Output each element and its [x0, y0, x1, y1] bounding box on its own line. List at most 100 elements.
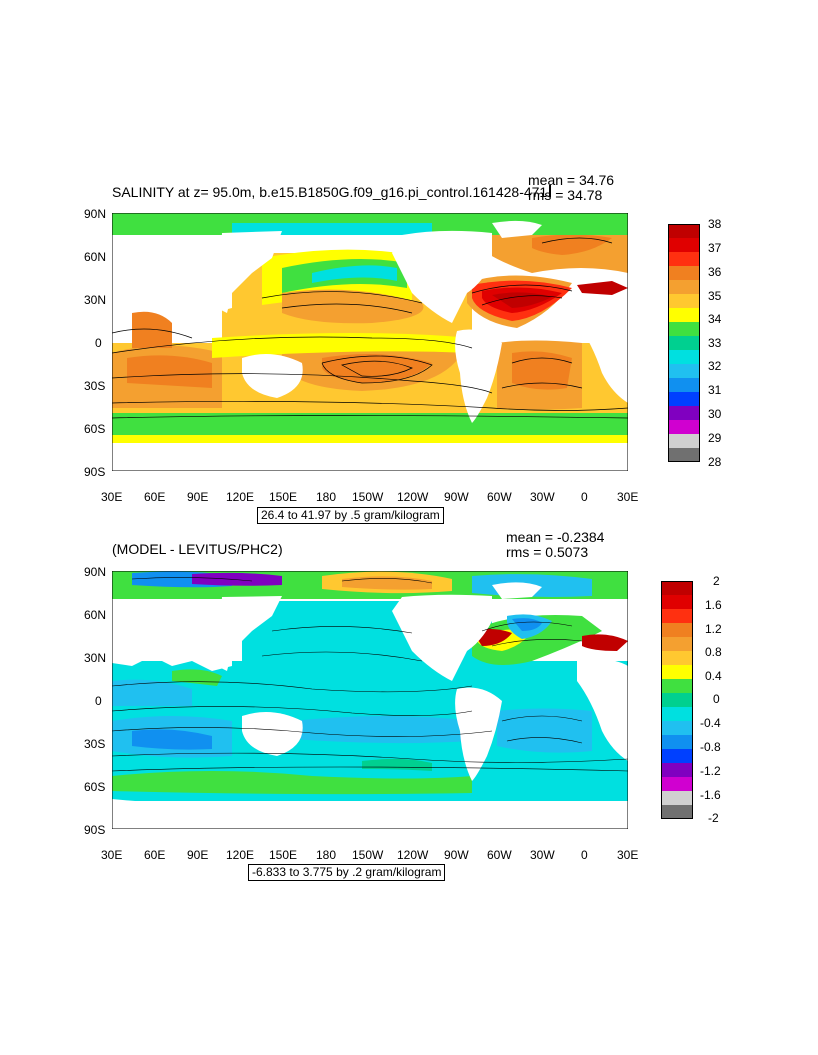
colorbar-label: 0.8 [705, 645, 722, 659]
lon-label: 30W [530, 490, 555, 504]
colorbar-swatch [668, 308, 700, 323]
lon-label: 60W [487, 848, 512, 862]
colorbar-label: 35 [708, 289, 722, 303]
colorbar-label: 33 [708, 336, 722, 350]
colorbar-swatch [668, 406, 700, 421]
lat-label: 30N [84, 293, 107, 307]
colorbar-swatch [661, 637, 693, 652]
lon-label: 180 [316, 490, 337, 504]
lat-label: 0 [95, 336, 102, 350]
colorbar-label: 0 [713, 692, 720, 706]
lat-label: 60S [84, 780, 106, 794]
lat-label: 90S [84, 465, 106, 479]
lon-label: 30W [530, 848, 555, 862]
colorbar [668, 224, 700, 462]
lon-label: 90W [444, 848, 469, 862]
contour-info: -6.833 to 3.775 by .2 gram/kilogram [248, 864, 446, 881]
colorbar-swatch [668, 252, 700, 267]
lon-label: 30E [617, 490, 639, 504]
colorbar-swatch [668, 392, 700, 407]
lon-label: 0 [581, 848, 588, 862]
colorbar-swatch [661, 749, 693, 764]
lon-label: 120E [226, 490, 255, 504]
colorbar-label: -1.2 [700, 764, 721, 778]
colorbar-swatch [661, 805, 693, 819]
colorbar-label: 1.2 [705, 622, 722, 636]
lat-label: 60S [84, 422, 106, 436]
salinity-map [112, 213, 628, 471]
colorbar-swatch [668, 224, 700, 239]
colorbar-label: 2 [713, 574, 720, 588]
colorbar-label: 29 [708, 431, 722, 445]
colorbar-label: 1.6 [705, 598, 722, 612]
colorbar-swatch [668, 448, 700, 462]
lon-label: 180 [316, 848, 337, 862]
lon-label: 150W [352, 848, 384, 862]
colorbar-swatch [668, 378, 700, 393]
stat-rms: rms = 0.5073 [506, 544, 589, 560]
title-main: SALINITY at z= 95.0m, b.e15.B1850G.f09_g… [112, 184, 489, 200]
colorbar-label: 32 [708, 359, 722, 373]
colorbar-swatch [661, 679, 693, 694]
lat-label: 0 [95, 694, 102, 708]
lat-label: 30S [84, 379, 106, 393]
map-title: (MODEL - LEVITUS/PHC2) [112, 541, 283, 557]
colorbar-swatch [661, 581, 693, 596]
colorbar-swatch [668, 322, 700, 337]
colorbar-swatch [661, 651, 693, 666]
lat-label: 60N [84, 250, 107, 264]
title-suffix: 1428-471 [488, 184, 548, 200]
lon-label: 60E [144, 848, 166, 862]
colorbar-label: -1.6 [700, 788, 721, 802]
lat-label: 60N [84, 608, 107, 622]
colorbar-swatch [668, 350, 700, 365]
lon-label: 60E [144, 490, 166, 504]
colorbar-swatch [668, 364, 700, 379]
lat-label: 30N [84, 651, 107, 665]
colorbar-label: 28 [708, 455, 722, 469]
colorbar-swatch [661, 721, 693, 736]
colorbar-swatch [668, 420, 700, 435]
lon-label: 120W [397, 490, 429, 504]
map-title: SALINITY at z= 95.0m, b.e15.B1850G.f09_g… [112, 184, 552, 200]
colorbar-label: 37 [708, 241, 722, 255]
contour-info: 26.4 to 41.97 by .5 gram/kilogram [257, 507, 444, 524]
lon-label: 90E [187, 490, 209, 504]
colorbar-label: 0.4 [705, 669, 722, 683]
colorbar-swatch [661, 693, 693, 708]
lon-label: 120W [397, 848, 429, 862]
colorbar-label: 31 [708, 383, 722, 397]
colorbar-swatch [661, 665, 693, 680]
stat-mean: mean = 34.76 [528, 172, 615, 188]
lon-label: 150E [269, 490, 298, 504]
stat-rms: rms = 34.78 [528, 187, 603, 203]
colorbar-swatch [661, 609, 693, 624]
colorbar-swatch [668, 434, 700, 449]
colorbar-swatch [668, 280, 700, 295]
colorbar-swatch [661, 735, 693, 750]
colorbar-label: 34 [708, 312, 722, 326]
lat-label: 90S [84, 823, 106, 837]
colorbar [661, 581, 693, 819]
colorbar-swatch [668, 294, 700, 309]
lat-label: 90N [84, 207, 107, 221]
colorbar-label: 30 [708, 407, 722, 421]
colorbar-label: -0.8 [700, 740, 721, 754]
lon-label: 120E [226, 848, 255, 862]
colorbar-label: 36 [708, 265, 722, 279]
colorbar-swatch [661, 763, 693, 778]
difference-map [112, 571, 628, 829]
lon-label: 60W [487, 490, 512, 504]
lon-label: 90E [187, 848, 209, 862]
lon-label: 150W [352, 490, 384, 504]
colorbar-swatch [661, 707, 693, 722]
colorbar-swatch [668, 266, 700, 281]
lat-label: 30S [84, 737, 106, 751]
colorbar-swatch [668, 238, 700, 253]
lon-label: 30E [101, 848, 123, 862]
lon-label: 30E [101, 490, 123, 504]
colorbar-swatch [661, 595, 693, 610]
lon-label: 0 [581, 490, 588, 504]
stat-mean: mean = -0.2384 [506, 529, 605, 545]
lon-label: 90W [444, 490, 469, 504]
